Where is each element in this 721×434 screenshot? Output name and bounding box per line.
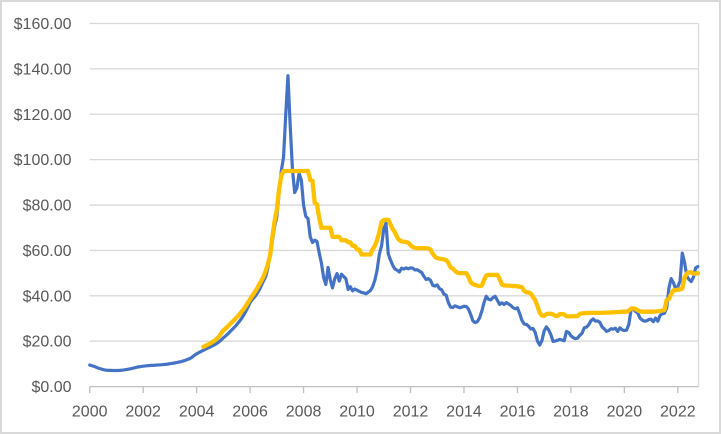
x-axis-label-2016: 2016 bbox=[500, 404, 536, 421]
y-axis-label-0: $0.00 bbox=[31, 379, 71, 396]
y-axis-labels: $0.00 $20.00 $40.00 $60.00 $80.00 $100.00 $120… bbox=[14, 16, 72, 396]
axes-and-ticks bbox=[89, 385, 699, 394]
y-axis-label-20: $20.00 bbox=[23, 334, 72, 351]
x-axis-label-2014: 2014 bbox=[446, 404, 482, 421]
x-axis-label-2022: 2022 bbox=[660, 404, 696, 421]
y-axis-label-40: $40.00 bbox=[23, 288, 72, 305]
x-axis-label-2000: 2000 bbox=[72, 404, 108, 421]
x-axis-label-2006: 2006 bbox=[232, 404, 268, 421]
long-term-price-line bbox=[201, 168, 701, 350]
y-axis-label-60: $60.00 bbox=[23, 243, 72, 260]
x-axis-label-2002: 2002 bbox=[125, 404, 161, 421]
y-axis-label-140: $140.00 bbox=[14, 61, 72, 78]
series-lines bbox=[88, 74, 701, 373]
y-axis-label-80: $80.00 bbox=[23, 198, 72, 215]
y-axis-label-100: $100.00 bbox=[14, 152, 72, 169]
x-axis-label-2004: 2004 bbox=[179, 404, 215, 421]
x-axis-label-2020: 2020 bbox=[607, 404, 643, 421]
x-axis-label-2010: 2010 bbox=[339, 404, 375, 421]
x-axis-label-2018: 2018 bbox=[553, 404, 589, 421]
gridlines bbox=[89, 22, 700, 387]
x-axis-labels: 2000 2002 2004 2006 2008 2010 2012 2014 2016 2018… bbox=[72, 404, 696, 421]
x-axis-label-2008: 2008 bbox=[286, 404, 322, 421]
spot-price-line bbox=[88, 74, 700, 373]
y-axis-label-160: $160.00 bbox=[14, 16, 72, 33]
y-axis-label-120: $120.00 bbox=[14, 107, 72, 124]
x-axis-label-2012: 2012 bbox=[393, 404, 429, 421]
